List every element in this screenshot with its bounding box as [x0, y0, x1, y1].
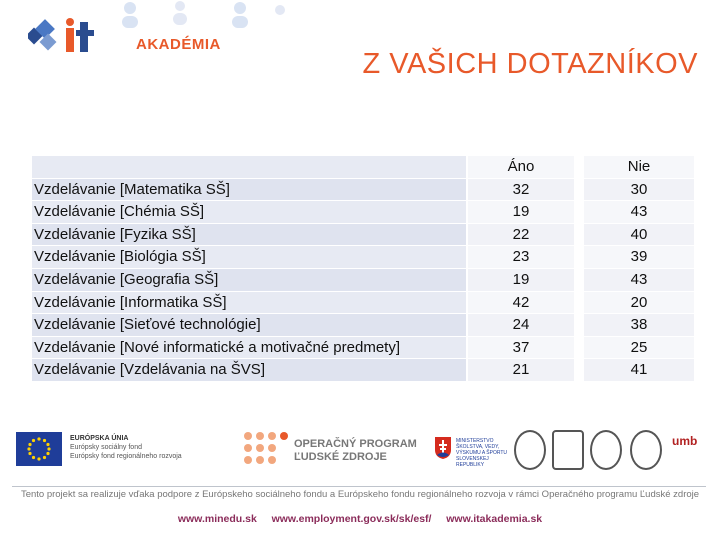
- row-label: Vzdelávanie [Nové informatické a motivač…: [32, 336, 466, 359]
- link-itakademia[interactable]: www.itakademia.sk: [446, 513, 543, 525]
- decorative-people-icon: [122, 1, 285, 28]
- row-nie: 43: [584, 201, 694, 223]
- survey-table: Áno Nie Vzdelávanie [Matematika SŠ] 32 3…: [32, 156, 694, 382]
- table-row: Vzdelávanie [Matematika SŠ] 32 30: [32, 178, 694, 202]
- university-seal-1-icon: [514, 430, 546, 470]
- footer-links: www.minedu.sk www.employment.gov.sk/sk/e…: [0, 513, 720, 525]
- row-label: Vzdelávanie [Fyzika SŠ]: [32, 223, 466, 246]
- row-label: Vzdelávanie [Biológia SŠ]: [32, 246, 466, 268]
- slovak-coat-of-arms-icon: [435, 437, 451, 459]
- row-nie: 40: [584, 223, 694, 246]
- table-row: Vzdelávanie [Fyzika SŠ] 22 40: [32, 223, 694, 247]
- row-label: Vzdelávanie [Vzdelávania na ŠVS]: [32, 359, 466, 381]
- row-label: Vzdelávanie [Sieťové technológie]: [32, 314, 466, 336]
- row-nie: 25: [584, 336, 694, 359]
- table-row: Vzdelávanie [Sieťové technológie] 24 38: [32, 314, 694, 337]
- link-minedu[interactable]: www.minedu.sk: [177, 513, 257, 525]
- table-row: Vzdelávanie [Chémia SŠ] 19 43: [32, 201, 694, 224]
- eu-flag-icon: [16, 432, 62, 466]
- row-nie: 39: [584, 246, 694, 268]
- university-seal-4-icon: [630, 430, 662, 470]
- row-nie: 41: [584, 359, 694, 381]
- logo-text: AKADÉMIA: [136, 36, 221, 53]
- ministry-text: MINISTERSTVO ŠKOLSTVA, VEDY, VÝSKUMU A Š…: [456, 438, 508, 468]
- eu-line2: Európsky fond regionálneho rozvoja: [70, 453, 182, 460]
- umb-text: umb: [672, 434, 698, 448]
- table-row: Vzdelávanie [Nové informatické a motivač…: [32, 336, 694, 360]
- row-nie: 30: [584, 178, 694, 201]
- row-ano: 21: [468, 359, 574, 381]
- row-ano: 24: [468, 314, 574, 336]
- row-ano: 32: [468, 178, 574, 201]
- row-ano: 19: [468, 201, 574, 223]
- footer-logos: EURÓPSKA ÚNIA Európsky sociálny fond Eur…: [16, 430, 706, 480]
- row-label: Vzdelávanie [Informatika SŠ]: [32, 291, 466, 314]
- eu-text: EURÓPSKA ÚNIA Európsky sociálny fond Eur…: [70, 434, 182, 461]
- row-ano: 22: [468, 223, 574, 246]
- table-header-row: Áno Nie: [32, 156, 694, 179]
- row-ano: 37: [468, 336, 574, 359]
- row-label: Vzdelávanie [Matematika SŠ]: [32, 178, 466, 201]
- university-seal-2-icon: [552, 430, 584, 470]
- it-akademia-logo: AKADÉMIA: [28, 12, 221, 60]
- row-ano: 23: [468, 246, 574, 268]
- operacny-program-text: OPERAČNÝ PROGRAM ĽUDSKÉ ZDROJE: [294, 438, 417, 464]
- header-nie: Nie: [584, 156, 694, 178]
- university-seal-3-icon: [590, 430, 622, 470]
- op-line1: OPERAČNÝ PROGRAM: [294, 438, 417, 450]
- link-employment[interactable]: www.employment.gov.sk/sk/esf/: [271, 513, 432, 525]
- eu-line1: Európsky sociálny fond: [70, 444, 142, 451]
- header-label-cell: [32, 156, 466, 178]
- row-label: Vzdelávanie [Chémia SŠ]: [32, 201, 466, 223]
- table-row: Vzdelávanie [Vzdelávania na ŠVS] 21 41: [32, 359, 694, 382]
- row-ano: 19: [468, 268, 574, 291]
- op-line2: ĽUDSKÉ ZDROJE: [294, 451, 387, 463]
- page-title: Z VAŠICH DOTAZNÍKOV: [362, 48, 698, 80]
- umb-logo: umb: [672, 432, 712, 468]
- row-label: Vzdelávanie [Geografia SŠ]: [32, 268, 466, 291]
- header-ano: Áno: [468, 156, 574, 178]
- footer-disclaimer: Tento projekt sa realizuje vďaka podpore…: [20, 489, 700, 500]
- logo-mark-icon: [28, 18, 94, 52]
- row-nie: 38: [584, 314, 694, 336]
- table-row: Vzdelávanie [Biológia SŠ] 23 39: [32, 246, 694, 269]
- table-row: Vzdelávanie [Informatika SŠ] 42 20: [32, 291, 694, 315]
- operacny-program-dots-icon: [244, 432, 288, 464]
- row-nie: 43: [584, 268, 694, 291]
- footer-divider: [12, 486, 706, 487]
- eu-title: EURÓPSKA ÚNIA: [70, 435, 129, 442]
- table-row: Vzdelávanie [Geografia SŠ] 19 43: [32, 268, 694, 292]
- row-ano: 42: [468, 291, 574, 314]
- row-nie: 20: [584, 291, 694, 314]
